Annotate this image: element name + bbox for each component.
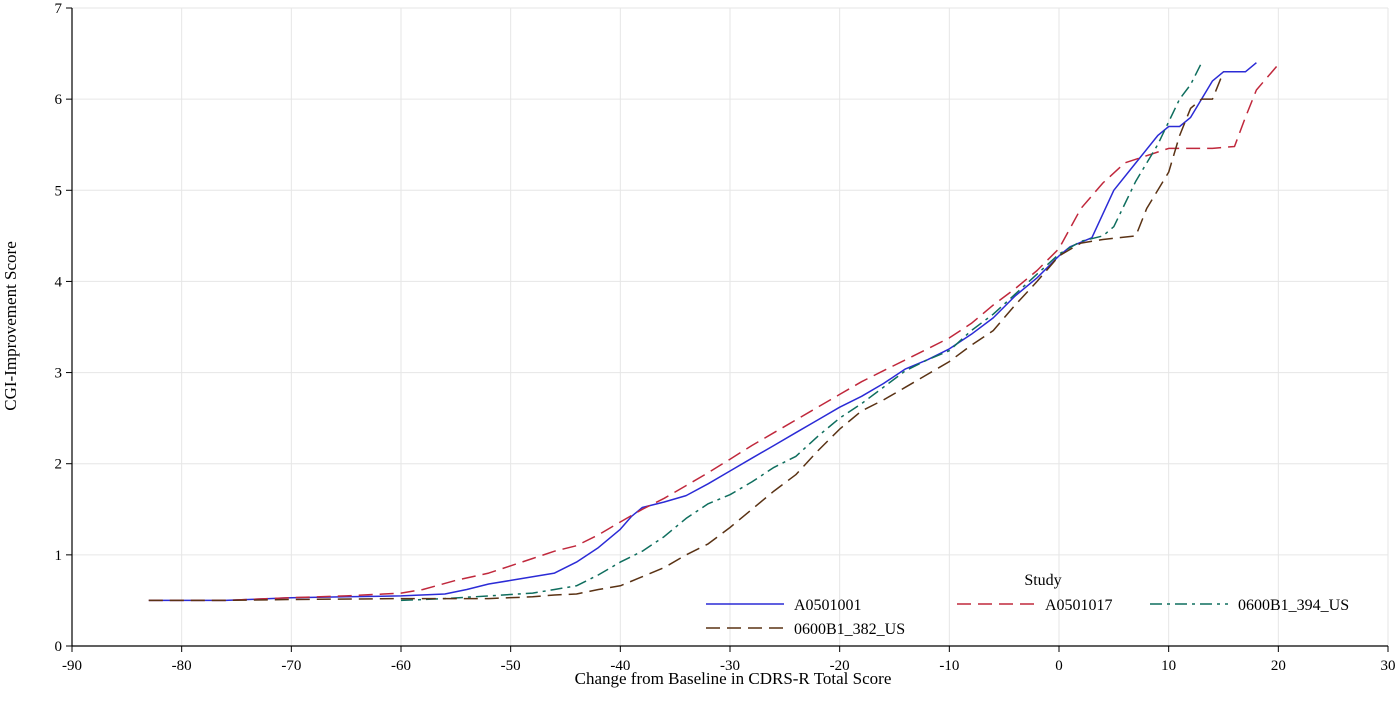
gridlines <box>72 7 1389 646</box>
y-tick-label: 6 <box>55 92 63 108</box>
legend-label: A0501017 <box>1045 597 1113 614</box>
y-tick-label: 4 <box>55 274 63 290</box>
y-tick-label: 5 <box>55 183 63 199</box>
y-tick-label: 1 <box>55 548 63 564</box>
x-axis-title: Change from Baseline in CDRS-R Total Sco… <box>575 669 892 688</box>
legend-label: 0600B1_394_US <box>1238 597 1349 614</box>
x-tick-label: -50 <box>501 658 521 674</box>
x-tick-label: 10 <box>1161 658 1176 674</box>
x-tick-label: -10 <box>939 658 959 674</box>
x-tick-label: -60 <box>391 658 411 674</box>
series-line-4 <box>148 71 1225 602</box>
x-tick-label: -20 <box>830 658 850 674</box>
legend-title: Study <box>1024 572 1061 589</box>
x-tick-label: -90 <box>62 658 82 674</box>
x-tick-label: 20 <box>1271 658 1286 674</box>
series-lines <box>148 62 1279 602</box>
x-tick-label: -80 <box>172 658 192 674</box>
x-tick-label: -70 <box>281 658 301 674</box>
legend-label: A0501001 <box>794 597 862 614</box>
series-line-2 <box>148 64 1279 602</box>
y-tick-label: 2 <box>55 457 63 473</box>
x-tick-label: 30 <box>1381 658 1396 674</box>
y-tick-label: 3 <box>55 366 63 382</box>
x-tick-label: -40 <box>610 658 630 674</box>
x-tick-label: 0 <box>1055 658 1063 674</box>
series-line-1 <box>148 62 1257 602</box>
y-tick-label: 0 <box>55 639 63 655</box>
y-tick-label: 7 <box>55 1 63 17</box>
tick-marks: -90 -80 -70 -60 -50 -40 -30 -20 -10 0 10 20 30 0 1 2 3 4 5… <box>55 1 1396 674</box>
legend: Study A0501001 A0501017 0600B1_394_US 0600B… <box>706 572 1349 638</box>
series-line-3 <box>400 62 1203 602</box>
legend-label: 0600B1_382_US <box>794 621 905 638</box>
y-axis-title: CGI-Improvement Score <box>1 241 20 410</box>
x-tick-label: -30 <box>720 658 740 674</box>
